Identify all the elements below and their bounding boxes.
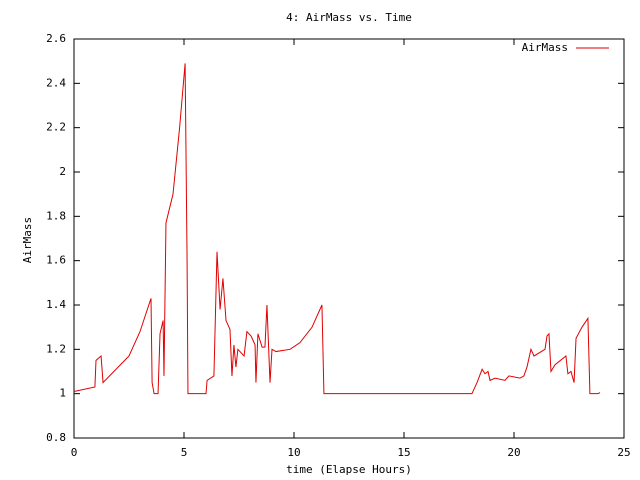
x-axis-label: time (Elapse Hours) (286, 463, 412, 476)
x-tick-label: 10 (287, 446, 300, 459)
legend-label: AirMass (522, 41, 568, 54)
y-tick-label: 1.8 (46, 209, 66, 222)
x-tick-label: 20 (507, 446, 520, 459)
chart-title: 4: AirMass vs. Time (286, 11, 412, 24)
x-tick-label: 5 (181, 446, 188, 459)
x-tick-label: 0 (71, 446, 78, 459)
y-tick-label: 2 (59, 165, 66, 178)
y-tick-label: 2.6 (46, 32, 66, 45)
y-axis-label: AirMass (21, 217, 34, 263)
y-tick-label: 0.8 (46, 431, 66, 444)
x-tick-label: 15 (397, 446, 410, 459)
y-tick-label: 1.6 (46, 254, 66, 267)
x-tick-label: 25 (617, 446, 630, 459)
data-line (73, 63, 601, 395)
y-tick-label: 1.2 (46, 342, 66, 355)
y-tick-label: 2.2 (46, 121, 66, 134)
y-tick-label: 2.4 (46, 76, 66, 89)
plot-frame (73, 38, 625, 439)
y-tick-label: 1.4 (46, 298, 66, 311)
y-tick-label: 1 (59, 387, 66, 400)
